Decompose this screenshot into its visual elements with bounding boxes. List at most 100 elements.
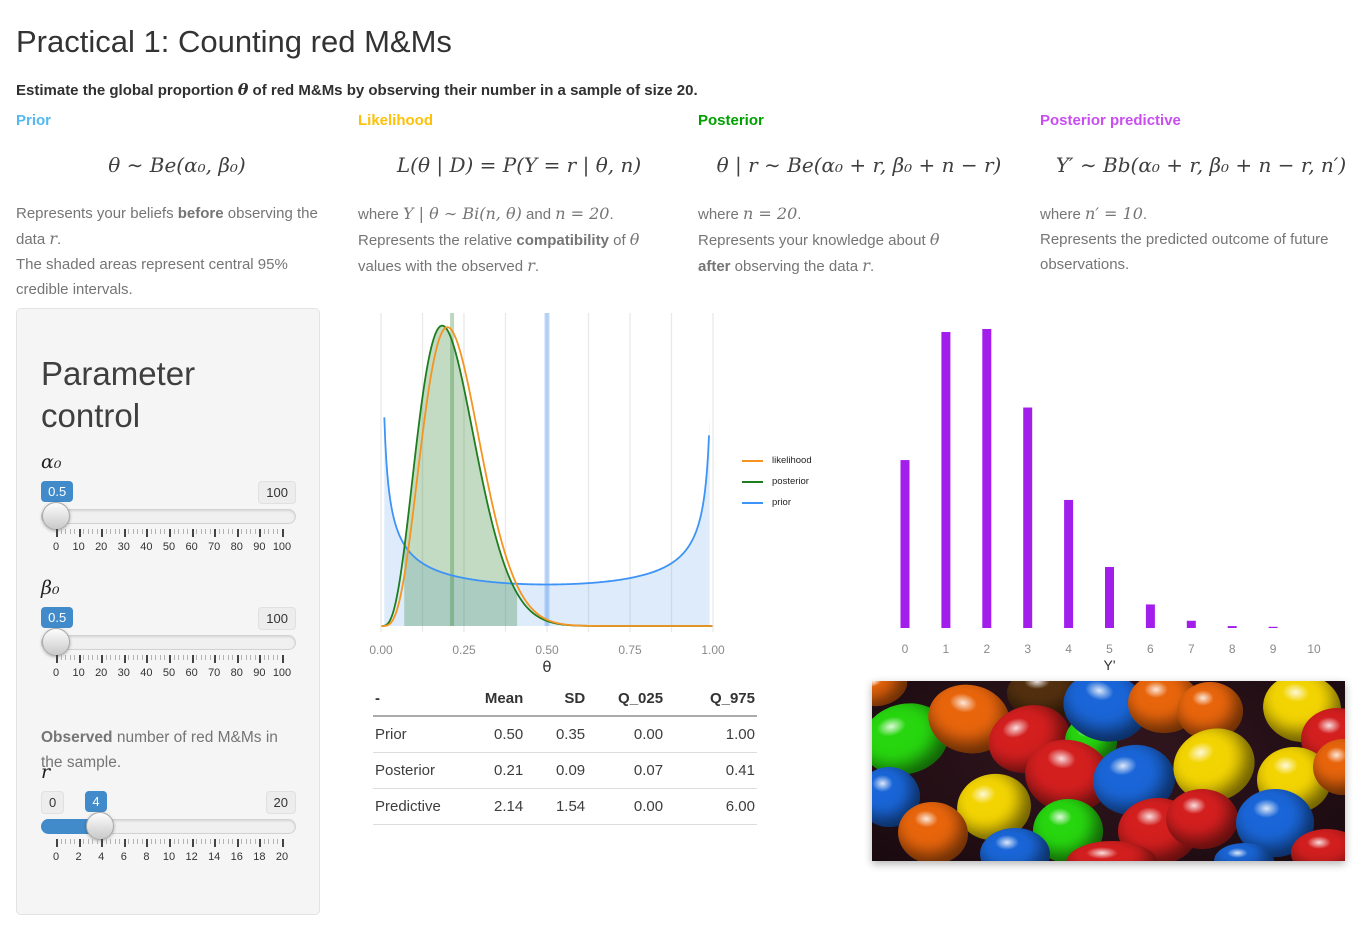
slider-minor-tick	[268, 529, 270, 534]
slider-minor-tick	[92, 839, 94, 844]
slider-min-badge: 0	[41, 791, 65, 814]
slider-major-tick	[169, 655, 171, 663]
slider-track[interactable]	[41, 509, 296, 524]
candy-highlight	[947, 690, 979, 715]
slider-tick-label: 30	[117, 541, 130, 553]
candy	[872, 767, 920, 827]
slider-badges: 0 20 4	[41, 791, 296, 814]
bar-x-tick-label: 4	[1065, 642, 1072, 656]
text-segment: after	[698, 258, 731, 275]
candy-highlight	[1135, 807, 1163, 826]
column-heading: Posterior predictive	[1040, 112, 1181, 129]
slider-minor-tick	[182, 655, 184, 660]
table-cell: 2.14	[482, 788, 526, 825]
text-segment: number of red M&Ms in the sample.	[41, 729, 278, 771]
slider-minor-tick	[241, 839, 243, 844]
candy-highlight	[1191, 690, 1214, 707]
slider-minor-tick	[187, 655, 189, 660]
slider-tick-label: 10	[72, 541, 85, 553]
bar-x-tick-label: 2	[983, 642, 990, 656]
slider-handle-alpha0[interactable]	[42, 502, 71, 530]
text-segment: θ	[629, 230, 640, 249]
slider-minor-tick	[268, 655, 270, 660]
slider-minor-tick	[69, 655, 71, 660]
text-segment: θ	[929, 230, 940, 249]
bar-y8	[1227, 626, 1237, 628]
slider-minor-tick	[92, 655, 94, 660]
text-segment: of red M&Ms by observing their number in…	[248, 82, 698, 99]
slider-minor-tick	[128, 529, 130, 534]
bar-y3	[1023, 407, 1033, 628]
slider-minor-tick	[141, 655, 143, 660]
table-cell: 0.21	[482, 752, 526, 789]
slider-minor-tick	[263, 655, 265, 660]
slider-minor-tick	[187, 839, 189, 844]
text-segment: compatibility	[516, 232, 609, 249]
slider-minor-tick	[119, 839, 121, 844]
slider-minor-tick	[155, 655, 157, 660]
curve-likelihood	[381, 326, 713, 627]
slider-handle-beta0[interactable]	[42, 628, 71, 656]
table-cell: 1.00	[665, 716, 757, 753]
ci-fill-posterior	[404, 325, 518, 626]
text-segment: where	[698, 206, 744, 223]
table-cell: 6.00	[665, 788, 757, 825]
slider-minor-tick	[150, 655, 152, 660]
column-formula: Y′ ∼ Bb(α₀ + r, β₀ + n − r, n′)	[1055, 153, 1347, 177]
slider-minor-tick	[141, 529, 143, 534]
slider-minor-tick	[254, 529, 256, 534]
slider-minor-tick	[137, 529, 139, 534]
text-segment: .	[609, 206, 614, 223]
slider-minor-tick	[132, 839, 134, 844]
text-segment: .	[57, 231, 62, 248]
column-description: where n′ = 10. Represents the predicted o…	[1040, 201, 1357, 277]
slider-tick-label: 18	[253, 851, 266, 863]
candy	[1066, 841, 1158, 861]
panel-title: Parameter control	[41, 355, 196, 434]
slider-major-tick	[259, 839, 262, 847]
slider-minor-tick	[92, 529, 94, 534]
candy-highlight	[913, 809, 940, 829]
slider-minor-tick	[137, 655, 139, 660]
bar-x-tick-label: 7	[1188, 642, 1195, 656]
ci-fill-prior	[384, 417, 710, 626]
bar-x-axis-label: Y'	[1103, 657, 1115, 673]
slider-minor-tick	[218, 655, 220, 660]
bar-x-tick-label: 5	[1106, 642, 1113, 656]
candy-highlight	[1083, 681, 1116, 703]
candy-highlight	[1306, 835, 1332, 850]
text-segment: r	[49, 229, 58, 248]
slider-minor-tick	[60, 839, 62, 844]
slider-track[interactable]	[41, 635, 296, 650]
x-tick-label: 0.75	[618, 643, 642, 657]
slider-minor-tick	[227, 655, 229, 660]
slider-major-tick	[236, 655, 239, 663]
text-segment: .	[869, 258, 875, 275]
slider-minor-tick	[223, 529, 225, 534]
slider-minor-tick	[74, 655, 76, 660]
slider-minor-tick	[250, 529, 252, 534]
slider-tick-label: 30	[117, 667, 130, 679]
text-segment: observing the data	[16, 205, 318, 248]
page-title: Practical 1: Counting red M&Ms	[16, 24, 452, 59]
text-segment: r	[862, 256, 870, 275]
candy-highlight	[1316, 716, 1342, 735]
candy-highlight	[874, 713, 909, 740]
column-formula: L(θ | D) = P(Y = r | θ, n)	[396, 153, 642, 177]
slider-minor-tick	[178, 529, 180, 534]
slider-label-alpha0: α₀	[41, 451, 62, 473]
slider-minor-tick	[178, 655, 180, 660]
slider-tick-label: 40	[140, 667, 153, 679]
slider-minor-tick	[209, 655, 211, 660]
slider-minor-tick	[105, 529, 107, 534]
table-cell: 0.07	[587, 752, 666, 789]
text-segment: of	[608, 232, 630, 249]
slider-handle-r[interactable]	[86, 812, 115, 840]
candy-highlight	[1326, 746, 1345, 763]
slider-tick-label: 40	[140, 541, 153, 553]
slider-max-badge: 100	[258, 481, 296, 504]
slider-minor-tick	[182, 529, 184, 534]
x-tick-label: 1.00	[701, 643, 725, 657]
slider-tick-label: 60	[185, 541, 198, 553]
slider-minor-tick	[87, 529, 89, 534]
